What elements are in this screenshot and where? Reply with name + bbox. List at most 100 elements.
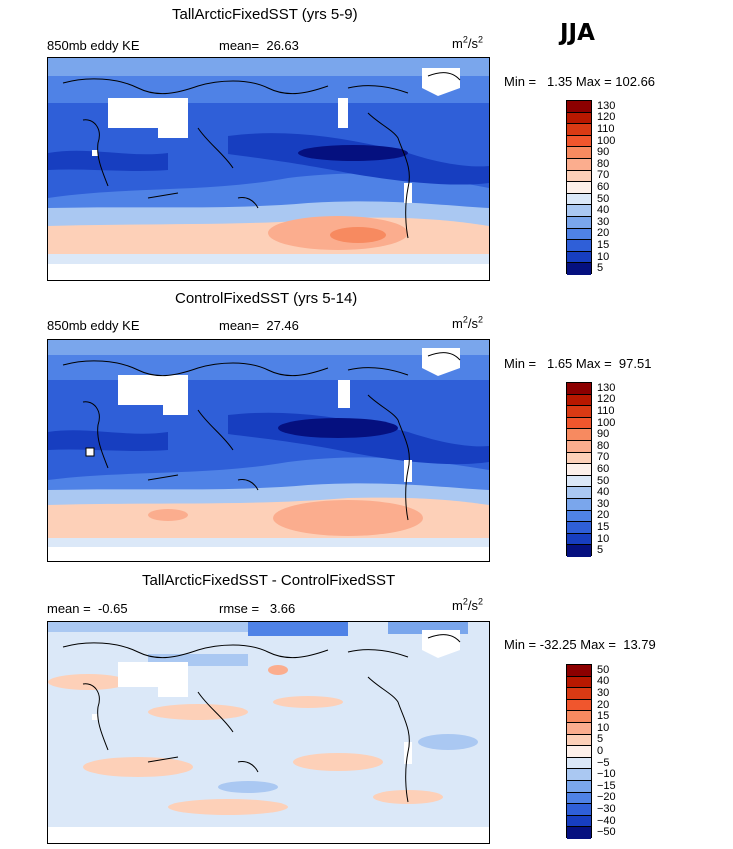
- colorbar-tick-label: −10: [597, 768, 616, 781]
- colorbar-swatch: [567, 112, 591, 125]
- colorbar-tick-label: 30: [597, 687, 610, 699]
- colorbar-swatch: [567, 510, 591, 523]
- colorbar-tick-label: 30: [597, 497, 610, 510]
- colorbar-swatch: [567, 792, 591, 805]
- colorbar-swatch: [567, 251, 591, 264]
- colorbar-swatch: [567, 780, 591, 793]
- colorbar-tick-label: 120: [597, 111, 616, 124]
- colorbar-tick-label: 40: [597, 675, 610, 688]
- map-field: [48, 340, 489, 561]
- colorbar-tick-label: 15: [597, 521, 610, 533]
- colorbar-swatch: [567, 182, 591, 194]
- map-plot: [47, 621, 490, 844]
- colorbar-tick-label: 15: [597, 710, 610, 723]
- colorbar-swatch: [567, 383, 591, 395]
- colorbar-tick-label: 40: [597, 486, 610, 499]
- map-plot: [47, 339, 490, 562]
- colorbar-swatch: [567, 498, 591, 511]
- colorbar-swatch: [567, 135, 591, 148]
- colorbar-swatch: [567, 464, 591, 476]
- map-plot: [47, 57, 490, 281]
- unit-label: m2/s2: [452, 34, 483, 51]
- season-label: JJA: [560, 20, 595, 46]
- panel-title: TallArcticFixedSST - ControlFixedSST: [142, 572, 396, 589]
- colorbar-swatch: [567, 545, 591, 557]
- colorbar-tick-label: 50: [597, 663, 610, 676]
- colorbar-tick-label: 130: [597, 99, 616, 112]
- colorbar-tick-label: 10: [597, 250, 610, 263]
- min-max-readout: Min = -32.25 Max = 13.79: [504, 637, 656, 652]
- colorbar-tick-label: −50: [597, 826, 616, 839]
- colorbar-tick-label: −40: [597, 814, 616, 827]
- colorbar-tick-label: 0: [597, 745, 604, 757]
- colorbar-swatch: [567, 699, 591, 712]
- colorbar-tick-label: 10: [597, 721, 610, 734]
- colorbar-swatch: [567, 533, 591, 546]
- colorbar-swatch: [567, 711, 591, 723]
- colorbar-swatch: [567, 746, 591, 758]
- colorbar-swatch: [567, 406, 591, 418]
- mean-value: mean= 26.63: [219, 38, 299, 53]
- colorbar-tick-label: 30: [597, 215, 610, 228]
- colorbar-tick-label: 5: [597, 544, 604, 557]
- mean-value: mean= 27.46: [219, 318, 299, 333]
- colorbar-swatch: [567, 757, 591, 770]
- mean-value: mean = -0.65: [47, 601, 128, 616]
- colorbar-tick-label: 60: [597, 463, 610, 475]
- colorbar-tick-label: −30: [597, 803, 616, 815]
- colorbar-tick-label: 130: [597, 381, 616, 394]
- colorbar: [566, 100, 592, 275]
- colorbar-swatch: [567, 734, 591, 747]
- panel-title: TallArcticFixedSST (yrs 5-9): [172, 6, 358, 23]
- colorbar-tick-label: 70: [597, 451, 610, 464]
- colorbar-swatch: [567, 688, 591, 700]
- variable-label: 850mb eddy KE: [47, 38, 140, 53]
- colorbar-tick-label: 70: [597, 169, 610, 182]
- colorbar-tick-label: −20: [597, 791, 616, 804]
- colorbar-swatch: [567, 263, 591, 275]
- unit-label: m2/s2: [452, 314, 483, 331]
- colorbar-swatch: [567, 804, 591, 816]
- colorbar-tick-label: −15: [597, 779, 616, 792]
- colorbar-tick-label: 100: [597, 134, 616, 147]
- colorbar-swatch: [567, 101, 591, 113]
- colorbar-tick-label: 80: [597, 157, 610, 170]
- colorbar-tick-label: 100: [597, 416, 616, 429]
- colorbar-tick-label: 50: [597, 192, 610, 205]
- colorbar-tick-label: 40: [597, 204, 610, 217]
- colorbar-swatch: [567, 522, 591, 534]
- colorbar-swatch: [567, 429, 591, 441]
- panel-title: ControlFixedSST (yrs 5-14): [175, 290, 358, 307]
- colorbar-tick-label: 15: [597, 239, 610, 251]
- colorbar-swatch: [567, 147, 591, 159]
- rmse-value: rmse = 3.66: [219, 601, 296, 616]
- colorbar-swatch: [567, 205, 591, 217]
- map-field: [48, 622, 489, 843]
- colorbar-tick-label: 90: [597, 428, 610, 441]
- colorbar-swatch: [567, 815, 591, 828]
- colorbar-swatch: [567, 665, 591, 677]
- colorbar-swatch: [567, 158, 591, 171]
- colorbar-swatch: [567, 228, 591, 241]
- colorbar-swatch: [567, 676, 591, 689]
- colorbar-tick-label: 20: [597, 698, 610, 711]
- colorbar-tick-label: 60: [597, 181, 610, 193]
- colorbar-swatch: [567, 216, 591, 229]
- colorbar-swatch: [567, 827, 591, 839]
- map-field: [48, 58, 489, 280]
- colorbar-tick-label: 110: [597, 405, 615, 417]
- colorbar-tick-label: 110: [597, 123, 615, 135]
- colorbar: [566, 382, 592, 557]
- min-max-readout: Min = 1.65 Max = 97.51: [504, 356, 652, 371]
- colorbar-swatch: [567, 440, 591, 453]
- colorbar-swatch: [567, 417, 591, 430]
- colorbar: [566, 664, 592, 839]
- colorbar-tick-label: 50: [597, 474, 610, 487]
- colorbar-tick-label: 120: [597, 393, 616, 406]
- colorbar-tick-label: 10: [597, 532, 610, 545]
- colorbar-swatch: [567, 722, 591, 735]
- colorbar-swatch: [567, 124, 591, 136]
- colorbar-tick-label: 5: [597, 262, 604, 275]
- colorbar-swatch: [567, 475, 591, 488]
- variable-label: 850mb eddy KE: [47, 318, 140, 333]
